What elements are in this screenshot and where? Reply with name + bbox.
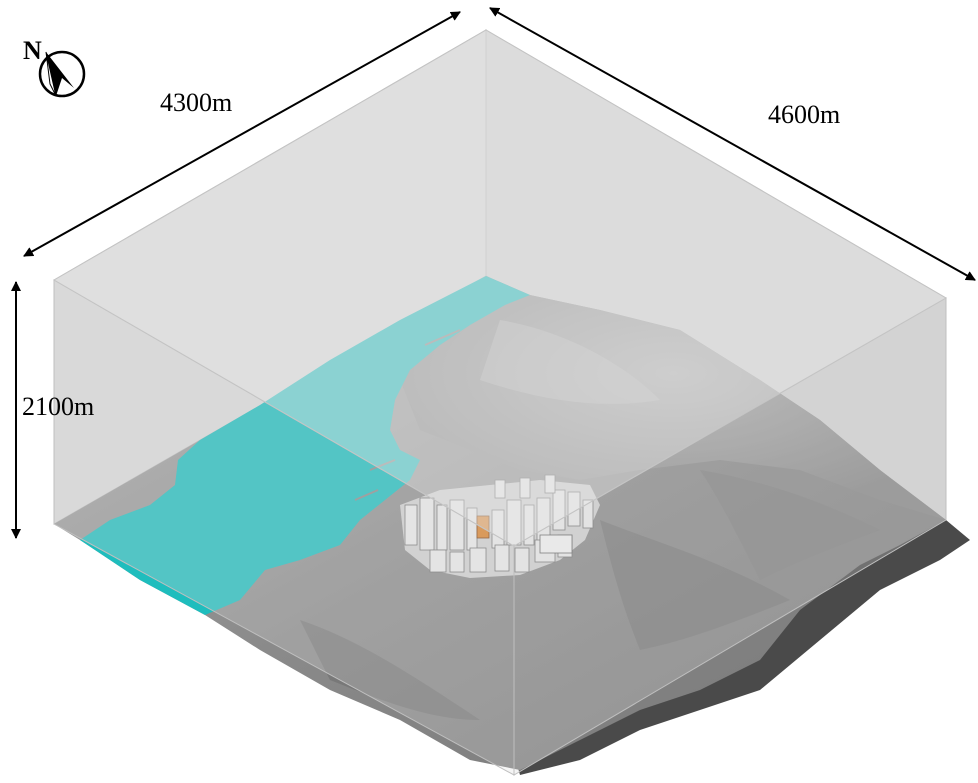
domain-box-front-walls xyxy=(53,29,947,776)
width-dimension-label: 4600m xyxy=(768,100,841,129)
north-arrow-icon xyxy=(38,50,86,98)
width-dimension-arrow xyxy=(489,7,976,281)
height-dimension-label: 2100m xyxy=(22,392,95,421)
north-letter: N xyxy=(23,36,42,65)
large-hall-building xyxy=(539,534,573,554)
ridge-shade-3 xyxy=(700,470,880,580)
dimension-arrows xyxy=(11,7,976,539)
ridge-shade-2 xyxy=(300,620,480,720)
length-dimension-arrow xyxy=(23,11,461,257)
ridge-shade-1 xyxy=(600,520,790,650)
length-dimension-label: 4300m xyxy=(160,88,233,117)
